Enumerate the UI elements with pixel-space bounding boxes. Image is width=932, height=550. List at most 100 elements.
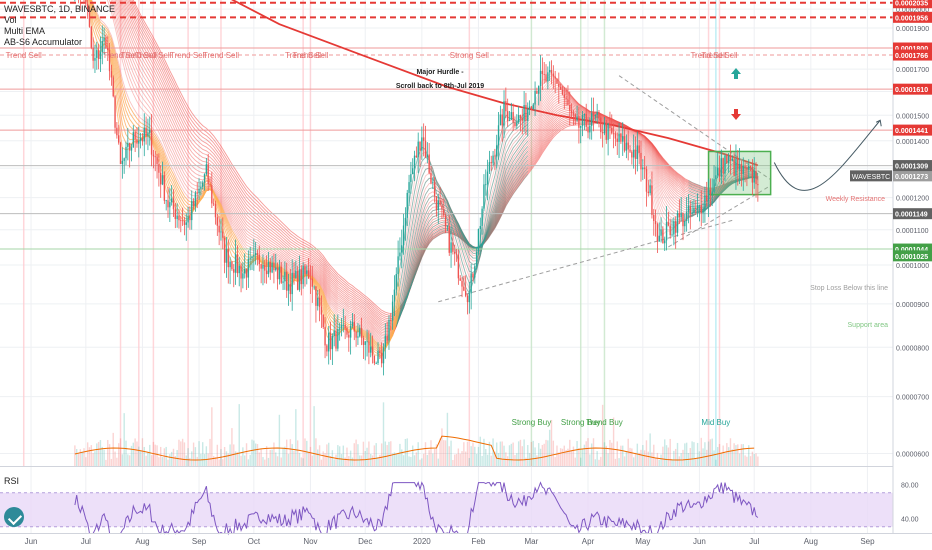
candle: [567, 85, 569, 106]
candle-body: [107, 47, 109, 51]
time-tick-label: May: [635, 537, 650, 546]
volume-bar: [187, 448, 189, 466]
price-label: 0.0001441: [895, 128, 928, 135]
projection-curve: [773, 119, 881, 191]
candle: [161, 161, 164, 186]
ema-line-up: [688, 177, 758, 193]
volume-bar: [309, 446, 312, 466]
volume-bar: [366, 447, 368, 466]
candle-body: [340, 324, 343, 329]
candle: [404, 207, 407, 241]
volume-bar: [561, 448, 564, 466]
candle: [296, 266, 299, 291]
candle-body: [532, 104, 534, 110]
volume-bar: [457, 448, 460, 466]
volume-bar: [280, 457, 282, 466]
volume-bar: [222, 459, 224, 466]
candle-body: [375, 363, 377, 364]
candle: [707, 178, 710, 217]
candle: [267, 251, 270, 278]
candle-body: [647, 191, 649, 194]
candle: [413, 150, 416, 182]
volume-bar: [362, 441, 365, 466]
candle-body: [653, 214, 655, 221]
candle-body: [329, 332, 332, 350]
candle-body: [364, 341, 366, 345]
candle: [357, 322, 359, 345]
volume-bar: [269, 449, 271, 466]
candle-body: [616, 138, 618, 142]
volume-bar: [517, 441, 520, 466]
volume-bar: [590, 443, 593, 466]
volume-bar: [634, 452, 637, 466]
volume-bar: [81, 451, 83, 466]
candle-body: [444, 215, 447, 227]
candle-body: [538, 86, 540, 94]
ema-line-up: [395, 124, 529, 323]
price-label-bg: [893, 243, 932, 255]
candle-body: [218, 225, 220, 233]
candle: [105, 34, 107, 49]
volume-bar: [304, 438, 306, 466]
candle: [647, 179, 649, 197]
price-axis-bg: [893, 0, 932, 550]
candle-body: [598, 112, 600, 118]
ema-line: [123, 0, 758, 327]
candle: [594, 114, 597, 121]
volume-bar: [118, 443, 120, 466]
candle-body: [492, 155, 494, 164]
candle: [612, 123, 615, 149]
ema-line-up: [688, 177, 758, 197]
candle-body: [189, 216, 191, 221]
volume-bar: [432, 453, 434, 466]
candle-body: [205, 164, 208, 175]
candle: [706, 181, 708, 207]
price-tick-label: 0.0000700: [896, 395, 929, 402]
volume-bar: [468, 458, 471, 466]
candle: [439, 187, 441, 207]
volume-bar: [653, 444, 655, 466]
candle-body: [337, 328, 339, 349]
candle: [545, 64, 547, 83]
tradingview-logo-icon[interactable]: [4, 507, 24, 527]
candle: [88, 6, 91, 28]
volume-bar: [682, 449, 684, 466]
candle-body: [676, 212, 679, 233]
volume-bar: [112, 432, 114, 466]
volume-bar: [119, 438, 122, 466]
candle: [534, 81, 536, 117]
volume-bar: [607, 453, 609, 466]
volume-bar: [251, 439, 253, 466]
candle: [611, 114, 613, 135]
price-label: 0.0001956: [895, 15, 928, 22]
candle-body: [313, 286, 315, 288]
volume-bar: [623, 456, 626, 466]
candle-body: [706, 195, 708, 201]
candle: [733, 152, 735, 177]
time-tick-label: Dec: [358, 537, 372, 546]
candle: [225, 236, 228, 278]
candle: [203, 173, 206, 191]
price-tick-label: 0.0000800: [896, 345, 929, 352]
candle-body: [512, 112, 514, 123]
candle-body: [583, 113, 586, 116]
candle-body: [565, 97, 567, 100]
candle-body: [211, 185, 213, 204]
volume-bar: [596, 451, 598, 466]
candle: [578, 107, 580, 144]
candle-body: [185, 222, 187, 225]
volume-bar: [404, 438, 407, 466]
candle-body: [486, 171, 489, 185]
candle: [254, 242, 257, 265]
candle-body: [88, 10, 91, 27]
volume-bar: [174, 455, 177, 466]
volume-bar: [379, 454, 381, 466]
candle: [601, 122, 604, 148]
candle-body: [718, 167, 721, 177]
volume-bar: [731, 449, 733, 466]
candle-body: [417, 141, 419, 158]
volume-bar: [740, 444, 743, 466]
candle-body: [410, 174, 412, 183]
candle: [212, 198, 215, 207]
